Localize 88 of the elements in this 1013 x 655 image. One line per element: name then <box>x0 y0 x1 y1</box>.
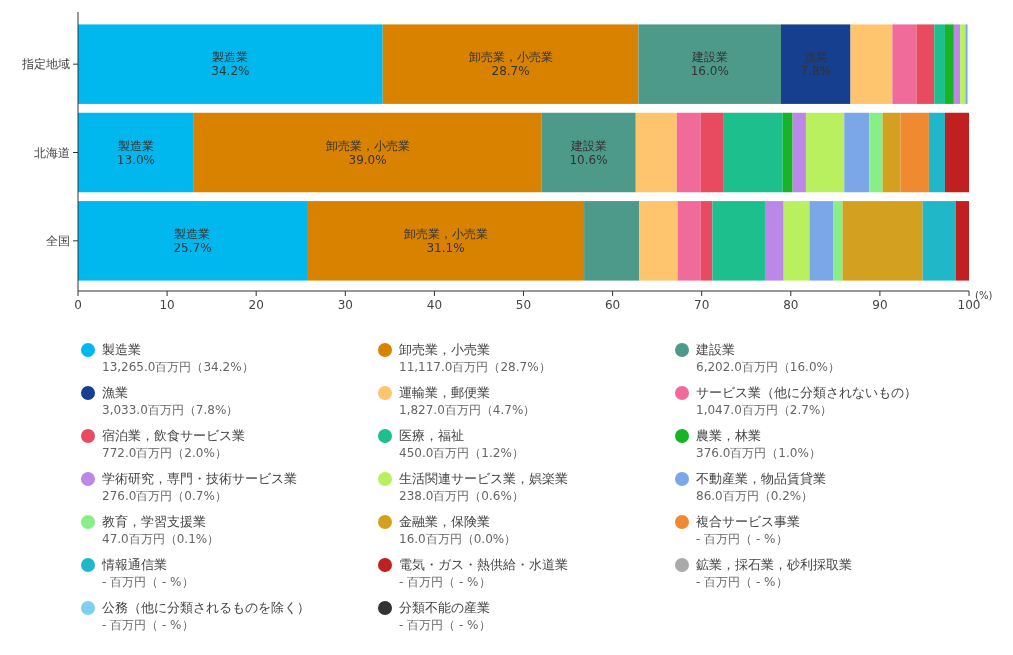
data-label: 25.7% <box>173 240 212 255</box>
bar <box>676 112 701 193</box>
x-tick-label: 90 <box>872 298 888 312</box>
data-label: 13.0% <box>116 152 155 167</box>
x-axis-title: (%) <box>975 290 993 301</box>
bar <box>635 112 677 193</box>
bar <box>78 112 194 193</box>
data-label: 31.1% <box>426 240 465 255</box>
bar <box>584 201 640 281</box>
data-label: 34.2% <box>211 64 250 79</box>
bar <box>844 112 870 193</box>
bar <box>193 112 542 193</box>
bar <box>953 24 961 104</box>
x-tick-label: 70 <box>694 298 710 312</box>
bar <box>306 201 585 281</box>
legend-label: 情報通信業 <box>101 557 167 572</box>
bar <box>541 112 636 193</box>
text: 卸売業，小売業 <box>468 50 553 65</box>
legend-label: 電気・ガス・熱供給・水道業 <box>399 557 568 572</box>
legend-label: 分類不能の産業 <box>399 600 490 615</box>
legend-label: 農業，林業 <box>696 428 761 443</box>
bar <box>934 24 945 104</box>
legend-label: 運輸業，郵便業 <box>399 385 490 400</box>
bar <box>842 201 923 281</box>
text: 建設業 <box>691 50 728 65</box>
legend-label: サービス業（他に分類されないもの） <box>696 385 917 400</box>
legend-label: 不動産業，物品賃貸業 <box>696 471 826 486</box>
bar <box>677 201 701 281</box>
data-label: 16.0% <box>690 64 729 79</box>
bar <box>78 24 383 104</box>
text: 製造業 <box>117 138 154 153</box>
y-tick-label: 北海道 <box>34 145 70 160</box>
legend-label: 金融業，保険業 <box>399 514 490 529</box>
text: 卸売業，小売業 <box>325 138 410 153</box>
bar <box>944 112 969 193</box>
bar <box>916 24 935 104</box>
text: 建設業 <box>570 138 607 153</box>
text: 製造業 <box>212 50 249 65</box>
bar <box>960 24 966 104</box>
bar <box>892 24 917 104</box>
bar <box>955 201 969 281</box>
legend-label: 鉱業，採石業，砂利採取業 <box>696 557 852 572</box>
bar <box>869 112 883 193</box>
text: 卸売業，小売業 <box>403 226 488 241</box>
x-tick-label: 20 <box>248 298 264 312</box>
legend-label: 生活関連サービス業，娯楽業 <box>399 471 568 486</box>
x-tick-label: 10 <box>159 298 175 312</box>
legend-label: 建設業 <box>695 342 735 357</box>
legend-label: 製造業 <box>102 342 141 357</box>
bar <box>833 201 843 281</box>
x-tick-label: 60 <box>604 298 621 312</box>
bar <box>712 201 765 281</box>
x-tick-label: 30 <box>337 298 353 312</box>
bar <box>805 112 845 193</box>
text: 製造業 <box>174 226 211 241</box>
y-tick-label: 全国 <box>46 233 70 248</box>
bar <box>78 201 307 281</box>
bar <box>764 201 784 281</box>
data-label: 7.8% <box>800 64 831 79</box>
bar <box>382 24 639 104</box>
bar <box>809 201 834 281</box>
legend-label: 複合サービス事業 <box>696 514 800 529</box>
bar <box>723 112 783 193</box>
x-tick-label: 40 <box>426 298 443 312</box>
x-tick-label: 50 <box>515 298 532 312</box>
legend-label: 漁業 <box>102 385 128 400</box>
bar <box>922 201 956 281</box>
x-tick-label: 80 <box>783 298 799 312</box>
x-tick-label: 100 <box>957 298 981 312</box>
y-tick-label: 指定地域 <box>21 57 70 72</box>
legend-label: 学術研究，専門・技術サービス業 <box>102 471 297 486</box>
legend-label: 宿泊業，飲食サービス業 <box>102 428 245 443</box>
text: 漁業 <box>803 50 828 65</box>
legend-label: 公務（他に分類されるものを除く） <box>102 600 310 615</box>
legend-label: 教育，学習支援業 <box>102 514 206 529</box>
data-label: 39.0% <box>348 152 387 167</box>
legend-label: 医療，福祉 <box>399 428 464 443</box>
bar <box>700 201 713 281</box>
bar <box>782 112 793 193</box>
data-label: 28.7% <box>491 64 530 79</box>
data-label: 10.6% <box>569 152 608 167</box>
x-tick-label: 0 <box>74 298 82 312</box>
bar <box>783 201 810 281</box>
bar <box>700 112 724 193</box>
bar <box>792 112 806 193</box>
legend-label: 卸売業，小売業 <box>399 342 490 357</box>
bar <box>639 201 678 281</box>
bar <box>944 24 954 104</box>
